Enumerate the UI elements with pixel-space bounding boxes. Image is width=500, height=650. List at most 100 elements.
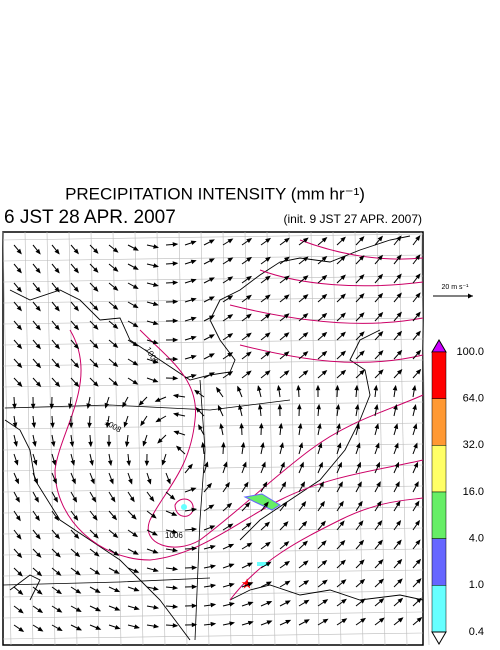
wind-arrowhead [17, 589, 24, 595]
grid-line [2, 590, 424, 598]
wind-arrowhead [339, 539, 346, 546]
wind-arrowhead [321, 350, 328, 357]
wind-arrowhead [35, 248, 41, 255]
grid-line [354, 231, 364, 646]
wind-arrowhead [316, 403, 321, 410]
wind-arrowhead [358, 520, 364, 526]
wind-arrowhead [377, 273, 384, 280]
wind-arrowhead [93, 286, 99, 292]
colorbar-label: 1.0 [469, 579, 484, 591]
wind-arrowhead [172, 585, 179, 590]
wind-arrowhead [90, 478, 95, 485]
wind-arrowhead [132, 265, 139, 270]
wind-arrowhead [357, 500, 363, 507]
wind-arrowhead [378, 559, 384, 565]
wind-arrowhead [413, 442, 418, 449]
wind-arrowhead [245, 351, 252, 357]
grid-line [420, 231, 430, 646]
wind-arrowhead [71, 478, 76, 485]
wind-arrowhead [378, 598, 385, 604]
wind-arrowhead [190, 354, 197, 360]
wind-arrowhead [73, 305, 79, 312]
wind-arrowhead [191, 507, 198, 513]
wind-arrowhead [246, 275, 252, 281]
wind-arrowhead [321, 293, 328, 300]
wind-arrowhead [415, 330, 421, 337]
wind-arrowhead [377, 311, 384, 318]
wind-arrowhead [50, 441, 56, 448]
wind-arrowhead [396, 330, 403, 337]
grid-line [288, 231, 298, 646]
wind-arrowhead [88, 441, 93, 448]
wind-arrowhead [35, 533, 41, 540]
wind-arrowhead [261, 461, 266, 468]
wind-arrowhead [12, 403, 17, 410]
wind-arrowhead [302, 237, 309, 243]
wind-arrowhead [246, 256, 253, 262]
wind-arrowhead [340, 255, 346, 261]
wind-arrowhead [18, 626, 25, 632]
wind-arrowhead [172, 280, 179, 285]
wind-arrowhead [360, 617, 366, 623]
wind-arrowhead [377, 292, 384, 299]
colorbar-segment [431, 585, 447, 633]
grid-line [178, 231, 188, 646]
wind-arrowhead [229, 621, 236, 626]
wind-arrowhead [302, 540, 308, 547]
wind-arrowhead [132, 284, 139, 289]
wind-arrowhead [35, 381, 42, 388]
wind-arrowhead [35, 305, 41, 312]
wind-arrowhead [140, 420, 146, 427]
wind-arrowhead [208, 277, 215, 282]
wind-arrowhead [257, 385, 262, 391]
wind-arrowhead [112, 247, 119, 253]
wind-arrowhead [132, 303, 139, 309]
wind-arrowhead [340, 579, 347, 585]
wind-arrowhead [191, 527, 198, 532]
wind-arrowhead [92, 514, 98, 521]
wind-arrowhead [206, 482, 213, 489]
wind-arrowhead [243, 481, 249, 488]
wind-arrowhead [301, 520, 308, 527]
colorbar-over [431, 339, 447, 353]
wind-arrowhead [12, 422, 18, 429]
precip-area [181, 504, 187, 510]
wind-arrowhead [395, 500, 401, 507]
grid-line [2, 254, 424, 262]
wind-arrowhead [397, 617, 404, 623]
wind-arrowhead [114, 606, 121, 611]
wind-arrowhead [340, 274, 346, 280]
wind-arrowhead [198, 424, 203, 431]
wind-arrowhead [93, 267, 99, 273]
wind-arrowhead [223, 461, 228, 468]
wind-arrowhead [359, 350, 365, 356]
wind-arrowhead [17, 571, 23, 577]
wind-arrowhead [114, 587, 121, 593]
wind-arrowhead [172, 375, 179, 381]
wind-arrowhead [374, 403, 379, 410]
wind-arrowhead [138, 400, 144, 406]
wind-arrowhead [154, 397, 161, 402]
wind-arrowhead [321, 559, 328, 566]
wind-arrowhead [302, 275, 309, 281]
wind-arrowhead [149, 496, 155, 502]
wind-arrowhead [155, 417, 162, 423]
grid-line [2, 380, 424, 388]
wind-arrowhead [106, 441, 112, 448]
grid-line [2, 485, 424, 493]
colorbar-label: 32.0 [463, 439, 484, 451]
wind-arrowhead [227, 276, 234, 282]
wind-arrowhead [73, 324, 80, 331]
wind-arrowhead [176, 445, 182, 452]
wind-arrowhead [86, 403, 91, 410]
wind-arrowhead [357, 481, 362, 488]
wind-arrowhead [392, 384, 398, 391]
wind-arrowhead [396, 292, 402, 299]
wind-arrowhead [172, 566, 179, 572]
wind-arrowhead [280, 461, 285, 468]
wind-arrowhead [321, 274, 328, 281]
wind-arrowhead [266, 601, 273, 606]
wind-arrowhead [359, 559, 365, 565]
wind-arrowhead [56, 626, 63, 632]
wind-arrowhead [283, 521, 289, 527]
